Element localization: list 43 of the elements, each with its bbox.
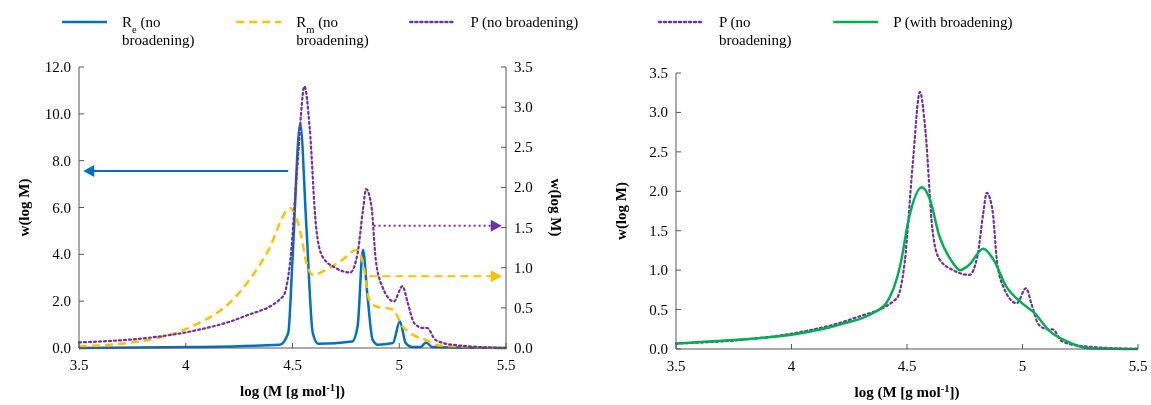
x-tick-label: 4.5	[283, 357, 302, 373]
y-tick-label: 0.5	[649, 301, 668, 318]
legend-label: P (with broadening)	[893, 14, 1013, 31]
y2-tick-label: 1.0	[514, 259, 533, 276]
legend-label: R$_{e}$ (no broadening)	[122, 14, 195, 49]
y-axis-title: w(log M)	[613, 182, 630, 240]
y-tick-label: 3.5	[649, 65, 668, 81]
x-tick-label: 5.5	[1128, 358, 1148, 374]
x-tick-label: 4.5	[897, 358, 917, 374]
y2-tick-label: 3.5	[514, 59, 533, 75]
x-tick-label: 4	[787, 358, 796, 374]
y2-tick-label: 2.0	[514, 179, 533, 196]
x-tick-label: 4	[182, 357, 190, 373]
y-axis-title: w(log M)	[16, 178, 33, 237]
y-tick-label: 2.5	[649, 143, 668, 160]
y2-tick-label: 1.5	[514, 219, 533, 236]
x-tick-label: 5.5	[496, 357, 516, 373]
y-tick-label: 10.0	[44, 105, 71, 122]
y-tick-label: 12.0	[44, 59, 71, 75]
y-tick-label: 1.5	[649, 222, 668, 239]
y-tick-label: 1.0	[649, 262, 668, 279]
y-tick-label: 0.0	[52, 340, 71, 356]
y-tick-label: 6.0	[52, 199, 71, 216]
y-tick-label: 2.0	[649, 183, 668, 200]
x-axis-title: log (M [g mol$^{-1}$])	[854, 382, 960, 401]
y2-axis-title: w(log M)	[547, 178, 564, 237]
y-tick-label: 8.0	[52, 152, 71, 169]
y-tick-label: 0.0	[649, 341, 668, 357]
legend-label: R$_{m}$ (no broadening)	[296, 14, 369, 49]
y2-tick-label: 3.0	[514, 99, 533, 116]
legend-label: P (no broadening)	[719, 14, 792, 49]
y-tick-label: 4.0	[52, 246, 71, 263]
y-tick-label: 3.0	[649, 104, 668, 121]
x-tick-label: 5	[395, 357, 403, 373]
y-tick-label: 2.0	[52, 293, 71, 310]
x-axis-title: log (M [g mol$^{-1}$])	[240, 381, 345, 400]
y2-tick-label: 2.5	[514, 139, 533, 156]
y2-tick-label: 0.0	[514, 340, 533, 356]
x-tick-label: 3.5	[69, 357, 89, 373]
legend-label: P (no broadening)	[470, 14, 579, 31]
x-tick-label: 5	[1018, 358, 1027, 374]
y2-tick-label: 0.5	[514, 299, 533, 316]
x-tick-label: 3.5	[666, 358, 686, 374]
